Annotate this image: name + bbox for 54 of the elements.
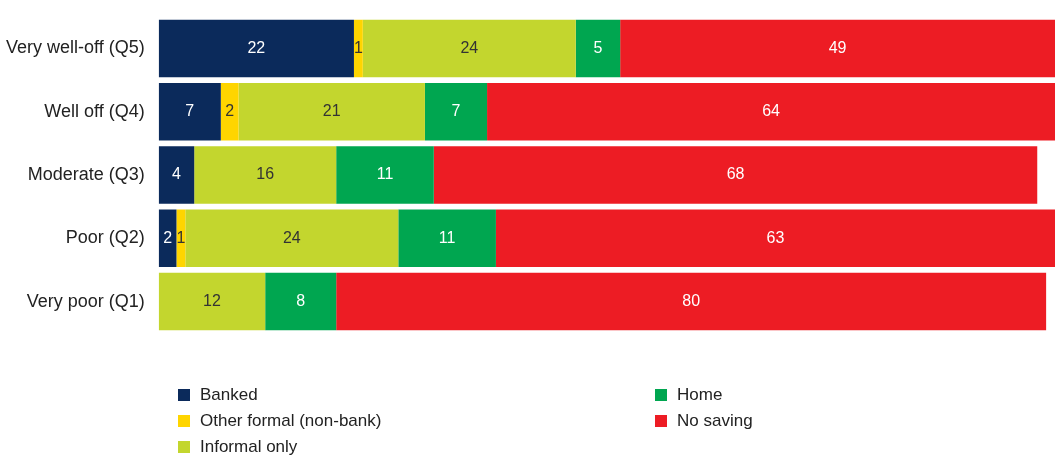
- data-label: 12: [203, 291, 221, 309]
- legend-label: Banked: [200, 385, 258, 405]
- bar: [336, 272, 1047, 331]
- bar: [398, 209, 496, 268]
- data-label: 21: [322, 102, 341, 120]
- data-label: 1: [176, 228, 186, 246]
- bar: [158, 19, 354, 78]
- bar: [158, 209, 177, 268]
- data-label: 80: [682, 291, 701, 309]
- data-label: 16: [256, 165, 275, 183]
- bar: [158, 146, 195, 204]
- bar: [158, 82, 221, 141]
- bar: [185, 209, 399, 268]
- data-label: 11: [376, 165, 394, 183]
- data-label: 24: [282, 228, 301, 246]
- bar: [424, 82, 488, 141]
- bar: [487, 82, 1055, 141]
- data-label: 24: [460, 38, 479, 56]
- bar: [238, 82, 425, 141]
- bar: [220, 82, 239, 141]
- data-label: 2: [225, 102, 235, 120]
- data-label: 4: [172, 165, 181, 183]
- data-label: 22: [247, 38, 266, 56]
- bar: [265, 272, 337, 331]
- data-label: 11: [438, 228, 456, 246]
- legend-label: No saving: [677, 411, 753, 431]
- bar: [336, 146, 434, 204]
- data-label: 64: [762, 102, 781, 120]
- legend-label: Other formal (non-bank): [200, 411, 382, 431]
- data-label: 68: [726, 165, 745, 183]
- y-tick-label: Poor (Q2): [65, 227, 145, 248]
- data-label: 8: [296, 291, 306, 309]
- bar: [362, 19, 576, 78]
- data-label: 7: [451, 102, 461, 120]
- legend-label: Home: [677, 385, 723, 405]
- bar: [433, 146, 1038, 204]
- data-label: 7: [185, 102, 195, 120]
- data-label: 5: [593, 38, 603, 56]
- data-label: 1: [353, 38, 363, 56]
- data-label: 2: [163, 228, 173, 246]
- bar: [575, 19, 621, 78]
- bar: [495, 209, 1055, 268]
- bar: [194, 146, 337, 204]
- data-label: 49: [828, 38, 847, 56]
- y-tick-label: Moderate (Q3): [27, 163, 145, 184]
- y-tick-label: Very poor (Q1): [26, 290, 145, 311]
- data-label: 63: [766, 228, 785, 246]
- bar: [353, 19, 363, 78]
- y-tick-label: Well off (Q4): [44, 100, 145, 121]
- legend-label: Informal only: [200, 437, 298, 457]
- bar: [620, 19, 1055, 78]
- bar: [176, 209, 186, 268]
- y-tick-label: Very well-off (Q5): [5, 37, 145, 58]
- bar: [158, 272, 266, 331]
